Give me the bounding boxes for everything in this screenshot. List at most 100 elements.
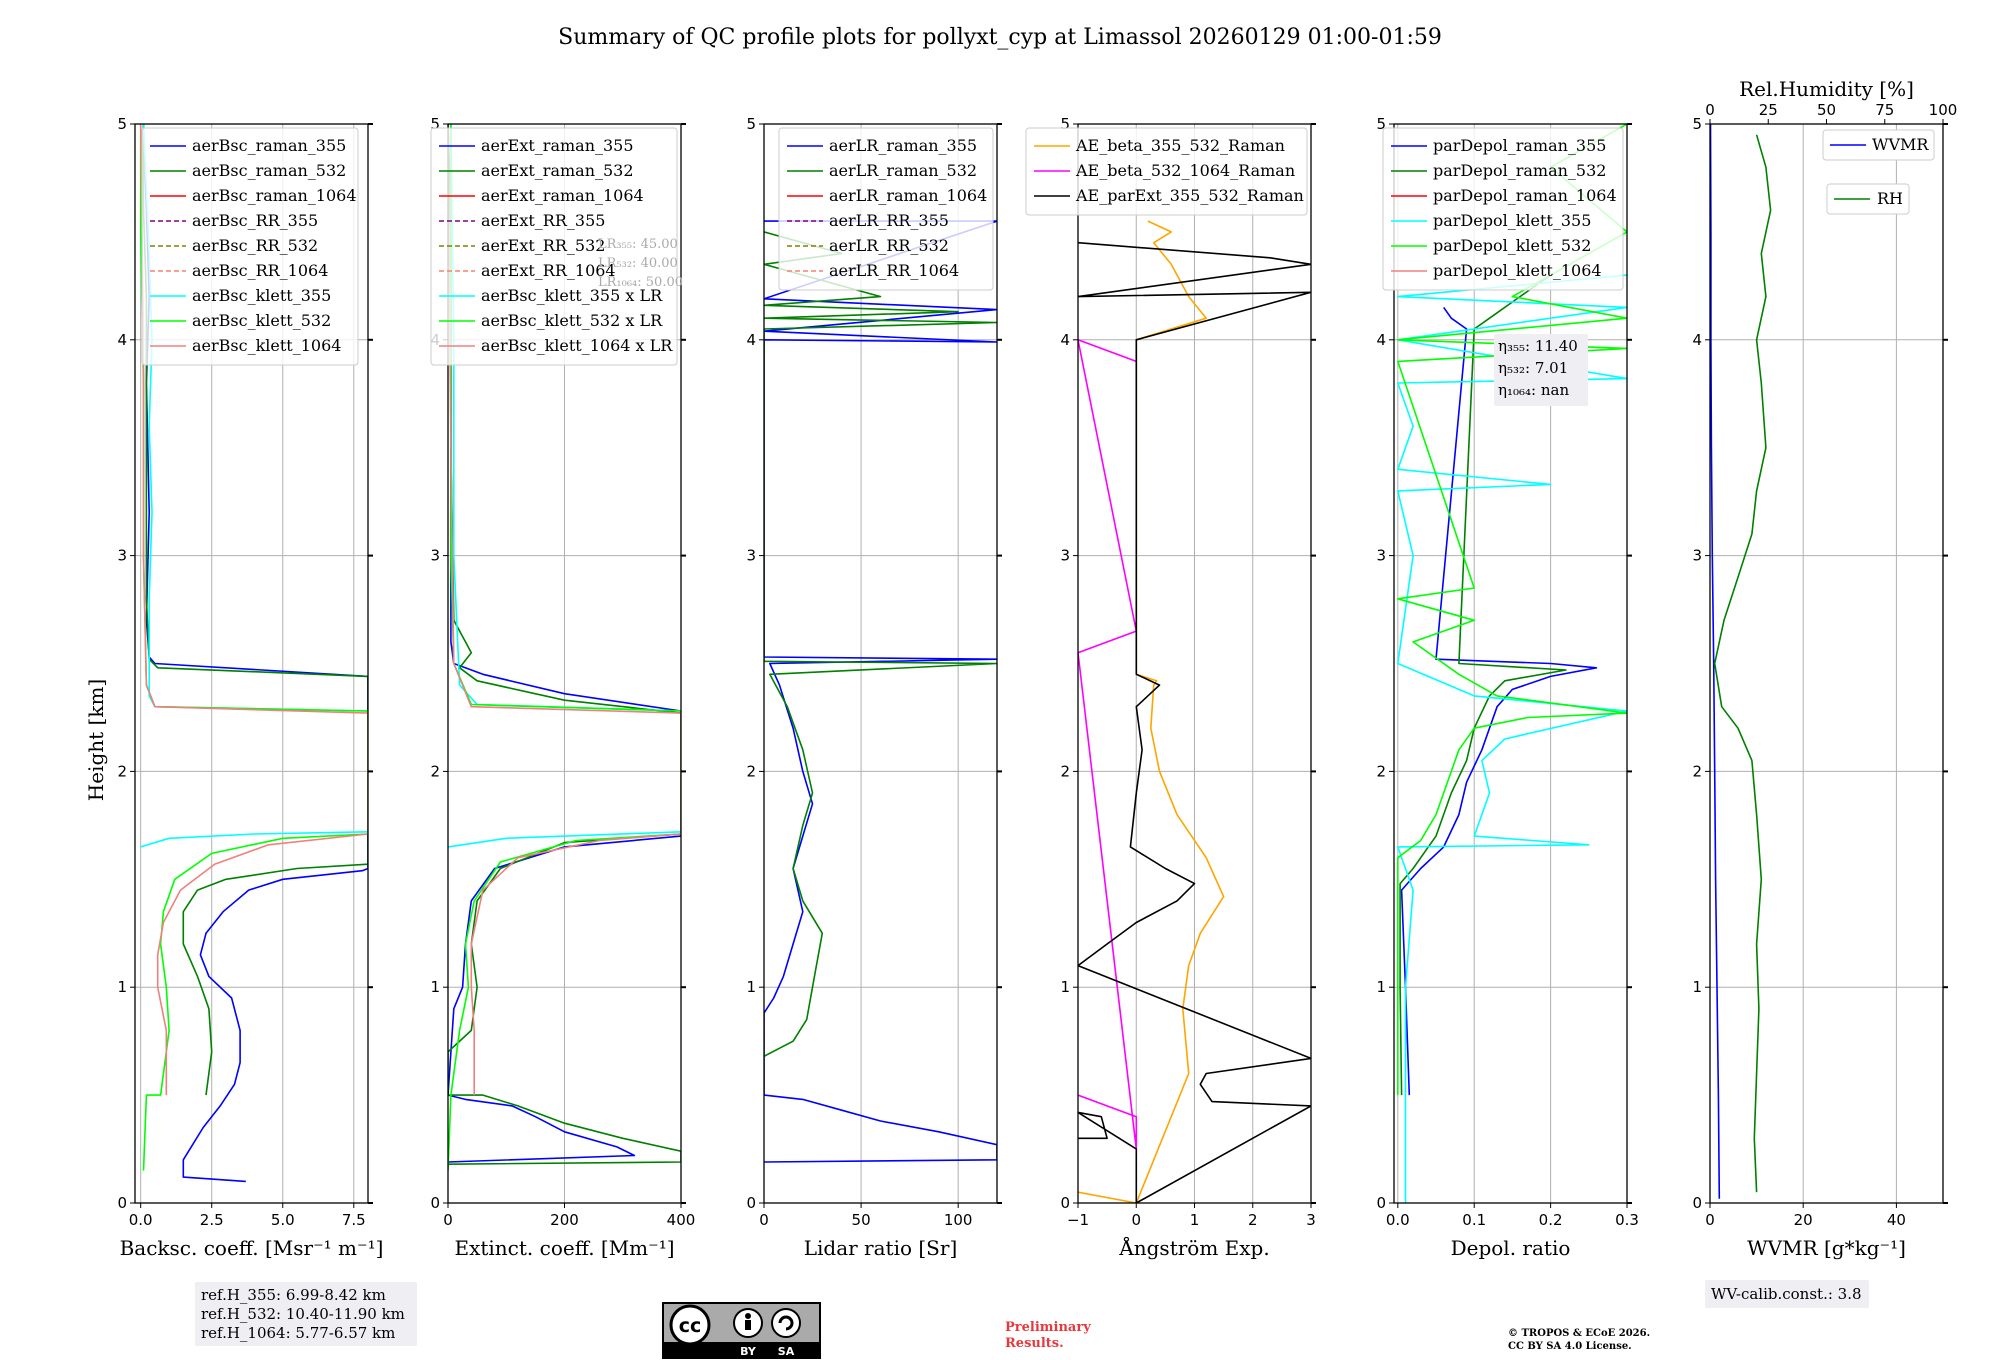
panel-depol: 0.0 0.1 0.2 0.3 0 1 2 3 4 5 Depol. ratio parDepol_r… [1376,115,1638,1260]
x-tick-label: −1 [1067,1211,1089,1229]
legend-item-label: aerLR_raman_1064 [829,186,987,205]
legend-item-label: aerLR_raman_355 [829,136,977,155]
y-tick-label: 2 [1376,762,1386,780]
x-tick-label: 200 [550,1211,579,1229]
y-tick-label: 2 [746,762,756,780]
y-tick-label: 5 [1692,115,1702,133]
lr-annotation: LR₁₀₆₄: 50.00 [598,275,683,290]
y-tick-label: 3 [117,547,127,565]
y-tick-label: 1 [430,978,440,996]
legend-item-label: AE_beta_532_1064_Raman [1075,161,1295,180]
y-tick-label: 5 [430,115,440,133]
legend-item-label: parDepol_klett_355 [1433,211,1591,230]
y-tick-label: 4 [1376,331,1386,349]
legend-item-label: WVMR [1872,135,1929,154]
panel-wv: 0 20 40 0 1 2 3 4 5 WVMR [g*kg⁻¹] 0 25 50 75 100 Rel.Hu… [1692,77,1957,1308]
x-axis-label-ext: Extinct. coeff. [Mm⁻¹] [454,1236,674,1260]
x-tick-label: 0 [759,1211,769,1229]
x2-tick-label: 50 [1817,101,1836,119]
legend-item-label: parDepol_klett_1064 [1433,261,1602,280]
series-group-wv [1710,124,1772,1199]
series-group-lr [764,220,997,1163]
series-line-pardepol-raman-532 [1399,274,1567,1096]
x-tick-label: 40 [1887,1211,1906,1229]
refh-line-532: ref.H_532: 10.40-11.90 km [201,1305,405,1323]
legend-item-label: aerBsc_klett_1064 [192,336,341,355]
wv-calib-box [1705,1280,1869,1308]
y-tick-label: 0 [746,1194,756,1212]
x-tick-label: 0.3 [1615,1211,1639,1229]
x-axis-label-bsc: Backsc. coeff. [Msr⁻¹ m⁻¹] [120,1236,384,1260]
refh-box: ref.H_355: 6.99-8.42 km ref.H_532: 10.40… [195,1282,417,1346]
x2-axis-label: Rel.Humidity [%] [1739,77,1914,101]
series-line-aerlr-raman-532 [764,231,997,1058]
y-tick-label: 0 [1060,1194,1070,1212]
sa-share-icon [771,1308,801,1338]
legend-item-label: parDepol_raman_532 [1433,161,1606,180]
legend-item-label: aerExt_raman_532 [481,161,634,180]
legend-item-label: aerExt_RR_355 [481,211,605,230]
legend-item-label: parDepol_raman_1064 [1433,186,1617,205]
y-tick-label: 1 [1060,978,1070,996]
axes-frame-bsc [134,123,369,1204]
legend-item-label: aerLR_RR_355 [829,211,949,230]
y-tick-label: 2 [430,762,440,780]
y-tick-label: 5 [746,115,756,133]
y-tick-label: 1 [117,978,127,996]
x-tick-label: 1 [1190,1211,1200,1229]
x-tick-label: 0.0 [129,1211,153,1229]
eta-label: η₅₃₂: 7.01 [1498,359,1568,377]
series-line-wvmr [1710,124,1721,1199]
x-tick-label: 400 [667,1211,696,1229]
refh-line-1064: ref.H_1064: 5.77-6.57 km [201,1324,395,1342]
x-tick-label: 0.2 [1539,1211,1563,1229]
x-tick-label: 7.5 [342,1211,366,1229]
legend-item-label: aerBsc_raman_355 [192,136,346,155]
x2-tick-label: 75 [1875,101,1894,119]
eta-label: η₃₅₅: 11.40 [1498,337,1578,355]
legend-item-label: aerBsc_klett_355 [192,286,331,305]
legend-item-label: aerBsc_raman_1064 [192,186,357,205]
legend-item-label: aerBsc_klett_532 [192,311,331,330]
x-axis-label-ae: Ångström Exp. [1118,1235,1269,1260]
cc-license-badge[interactable]: cc BY SA [662,1302,821,1359]
x-tick-label: 0.1 [1462,1211,1486,1229]
axes-frame-wv [1709,123,1944,1204]
series-line-ae-parext-355-532-raman [1078,241,1311,1203]
y-axis-label: Height [km] [84,679,108,801]
series-line-ae-beta-532-1064-raman [1078,338,1138,1150]
series-group-ae [1078,220,1311,1203]
y-tick-label: 0 [1376,1194,1386,1212]
copyright-line2: CC BY SA 4.0 License. [1508,1341,1632,1352]
lr-annotation: LR₃₅₅: 45.00 [598,237,678,252]
legend-item-label: aerLR_raman_532 [829,161,977,180]
y-tick-label: 4 [1060,331,1070,349]
legend-item-label: aerBsc_klett_532 x LR [481,311,663,330]
lr-annotation: LR₅₃₂: 40.00 [598,256,678,271]
x-tick-label: 0 [1705,1211,1715,1229]
legend-item-label: aerLR_RR_1064 [829,261,959,280]
series-line-pardepol-raman-355 [1400,306,1598,1096]
y-tick-label: 3 [1060,547,1070,565]
x2-tick-label: 0 [1705,101,1715,119]
legend-item-label: aerExt_raman_1064 [481,186,644,205]
legend-box-wvmr [1822,129,1935,161]
legend-item-label: aerBsc_raman_532 [192,161,346,180]
x-tick-label: 2.5 [200,1211,224,1229]
series-line-ae-beta-355-532-raman [1078,220,1225,1203]
y-tick-label: 1 [746,978,756,996]
x-axis-label-depol: Depol. ratio [1451,1236,1571,1260]
series-line-aerlr-raman-355 [764,220,997,1163]
axes-frame-depol [1393,123,1628,1204]
y-tick-label: 5 [1376,115,1386,133]
series-group-ext [448,124,681,1171]
y-tick-label: 0 [430,1194,440,1212]
x-tick-label: 100 [944,1211,973,1229]
x-tick-label: 20 [1794,1211,1813,1229]
legend-item-label: parDepol_klett_532 [1433,236,1591,255]
legend-item-label: parDepol_raman_355 [1433,136,1606,155]
eta-label: η₁₀₆₄: nan [1498,381,1569,399]
cc-sa-label: SA [778,1345,795,1358]
legend-item-label: aerBsc_RR_355 [192,211,318,230]
